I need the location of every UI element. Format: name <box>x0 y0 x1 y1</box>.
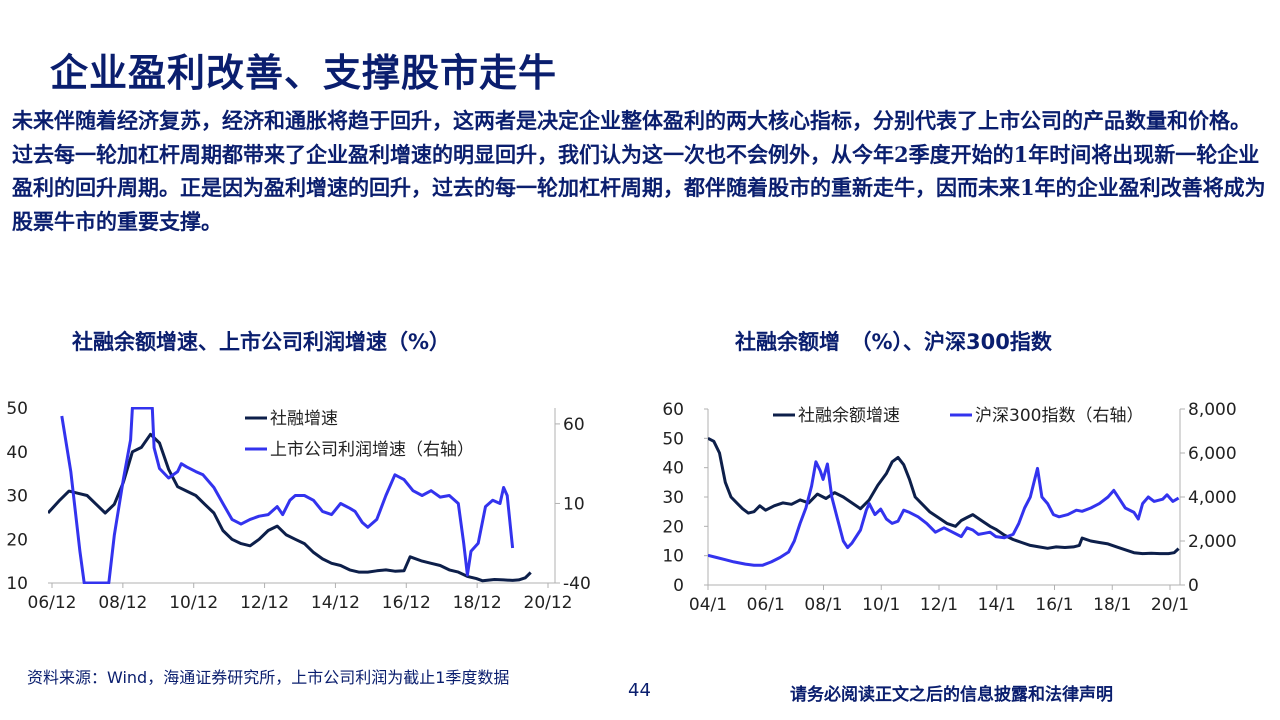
x-tick-label: 18/1 <box>1093 595 1131 615</box>
chart1-line-chart: 50 40 30 20 10 60 10 -40 06/12 08/12 10/12 12/12 14/… <box>6 399 591 613</box>
y-left-tick-label: 60 <box>662 400 684 420</box>
x-tick-label: 14/1 <box>978 595 1016 615</box>
y-left-tick-label: 10 <box>6 574 28 594</box>
chart2-title: 社融余额增 （%）、沪深300指数 <box>735 330 1052 354</box>
series-line-2 <box>708 460 1180 567</box>
plot-area <box>708 436 1180 567</box>
x-tick-label: 10/1 <box>862 595 900 615</box>
x-tick-label: 06/12 <box>28 593 77 613</box>
legend-label-2: 上市公司利润增速（右轴） <box>270 440 474 460</box>
y-right-tick-label: 10 <box>563 494 585 514</box>
series-line-1 <box>48 432 532 583</box>
y-right-tick-label: 8,000 <box>1188 400 1237 420</box>
x-tick-label: 08/1 <box>804 595 842 615</box>
footer-source: 资料来源：Wind，海通证券研究所，上市公司利润为截止1季度数据 <box>27 668 510 687</box>
chart1-title: 社融余额增速、上市公司利润增速（%） <box>72 330 451 354</box>
footer-disclaimer: 请务必阅读正文之后的信息披露和法律声明 <box>790 685 1113 705</box>
y-left-tick-label: 30 <box>662 488 684 508</box>
body-paragraph: 未来伴随着经济复苏，经济和通胀将趋于回升，这两者是决定企业整体盈利的两大核心指标… <box>12 108 1266 234</box>
series-line-1 <box>708 436 1180 556</box>
x-tick-label: 08/12 <box>98 593 147 613</box>
legend-label-1: 社融增速 <box>270 409 338 429</box>
x-tick-label: 16/1 <box>1035 595 1073 615</box>
x-tick-label: 18/12 <box>453 593 502 613</box>
x-tick-label: 12/1 <box>920 595 958 615</box>
x-tick-label: 20/12 <box>524 593 573 613</box>
x-tick-label: 20/1 <box>1151 595 1189 615</box>
y-left-tick-label: 50 <box>662 429 684 449</box>
plot-area <box>48 407 532 584</box>
x-tick-label: 12/12 <box>240 593 289 613</box>
y-right-tick-label: 2,000 <box>1188 532 1237 552</box>
y-left-tick-label: 20 <box>6 530 28 550</box>
legend-label-2: 沪深300指数（右轴） <box>975 406 1143 426</box>
page-number: 44 <box>628 680 651 701</box>
y-left-tick-label: 10 <box>662 547 684 567</box>
y-right-tick-label: 60 <box>563 415 585 435</box>
x-tick-label: 10/12 <box>169 593 218 613</box>
y-left-tick-label: 30 <box>6 487 28 507</box>
y-left-tick-label: 40 <box>662 459 684 479</box>
x-tick-label: 14/12 <box>311 593 360 613</box>
y-right-tick-label: 6,000 <box>1188 444 1237 464</box>
page-title: 企业盈利改善、支撑股市走牛 <box>50 50 558 95</box>
y-right-tick-label: 4,000 <box>1188 488 1237 508</box>
x-tick-label: 04/1 <box>689 595 727 615</box>
y-left-tick-label: 20 <box>662 517 684 537</box>
series-line-2 <box>60 407 515 584</box>
y-left-tick-label: 40 <box>6 443 28 463</box>
x-tick-label: 06/1 <box>747 595 785 615</box>
x-tick-label: 16/12 <box>382 593 431 613</box>
y-right-tick-label: -40 <box>563 574 591 594</box>
y-right-tick-label: 0 <box>1188 576 1199 596</box>
y-left-tick-label: 0 <box>673 576 684 596</box>
y-left-tick-label: 50 <box>6 399 28 419</box>
legend-label-1: 社融余额增速 <box>798 406 900 426</box>
